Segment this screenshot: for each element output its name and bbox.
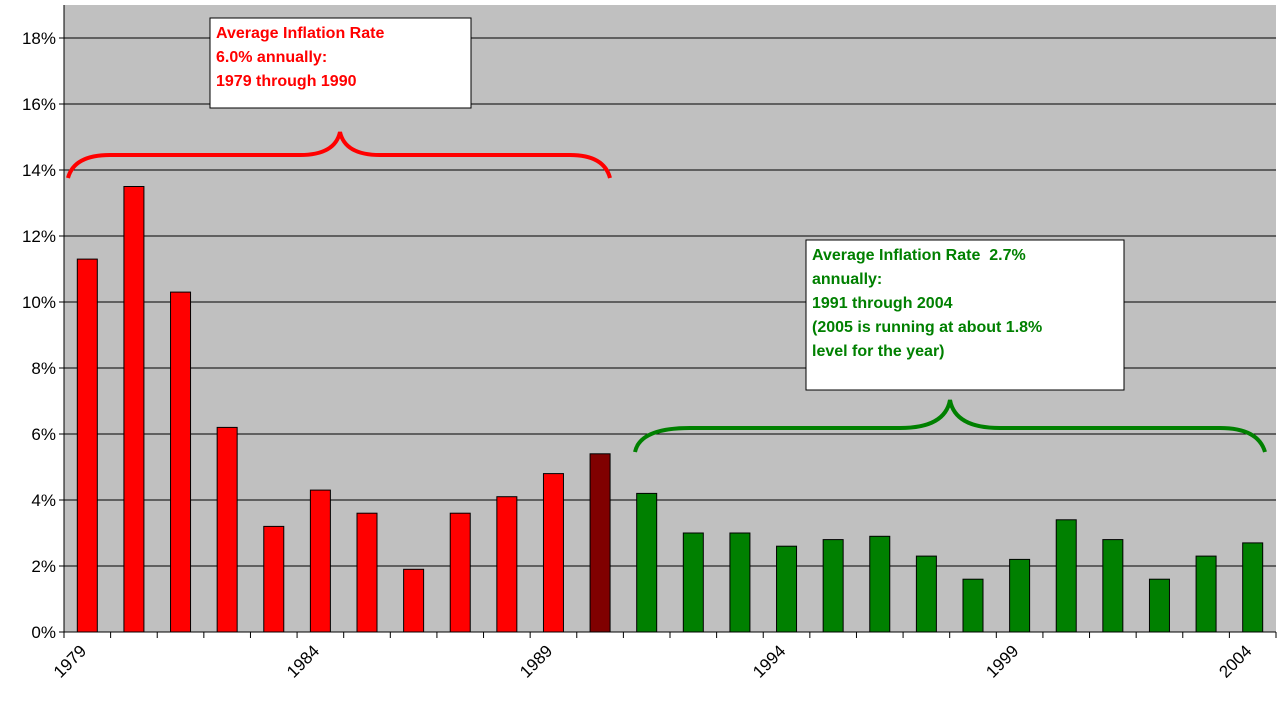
bar bbox=[403, 568, 425, 633]
annotation-text: annually: bbox=[812, 271, 882, 288]
x-tick-label: 1999 bbox=[982, 641, 1022, 681]
y-tick-label: 0% bbox=[31, 623, 56, 642]
annotation-text: 1979 through 1990 bbox=[216, 73, 357, 90]
bar bbox=[729, 532, 751, 633]
annotation-text: Average Inflation Rate bbox=[216, 25, 384, 42]
y-tick-label: 18% bbox=[22, 29, 56, 48]
bar bbox=[915, 555, 937, 633]
bar bbox=[589, 453, 611, 633]
y-tick-label: 4% bbox=[31, 491, 56, 510]
bar bbox=[869, 535, 891, 633]
y-tick-label: 16% bbox=[22, 95, 56, 114]
bar bbox=[123, 186, 145, 633]
bar bbox=[1055, 519, 1077, 633]
x-tick-label: 1984 bbox=[283, 641, 323, 681]
annotation-text: Average Inflation Rate 2.7% bbox=[812, 247, 1026, 264]
bar bbox=[263, 525, 285, 633]
y-tick-label: 12% bbox=[22, 227, 56, 246]
bar bbox=[76, 258, 98, 633]
bar bbox=[1102, 539, 1124, 633]
y-tick-label: 8% bbox=[31, 359, 56, 378]
brace bbox=[633, 399, 1267, 453]
x-tick-label: 1994 bbox=[749, 641, 789, 681]
y-tick-label: 6% bbox=[31, 425, 56, 444]
bar bbox=[962, 578, 984, 633]
bar bbox=[216, 426, 238, 633]
y-tick-label: 10% bbox=[22, 293, 56, 312]
annotation-box bbox=[209, 17, 472, 109]
x-tick-label: 2004 bbox=[1215, 641, 1255, 681]
y-tick-label: 2% bbox=[31, 557, 56, 576]
bar bbox=[1009, 558, 1031, 633]
bar bbox=[309, 489, 331, 633]
bar bbox=[449, 512, 471, 633]
annotation-text: 6.0% annually: bbox=[216, 49, 327, 66]
x-tick-label: 1989 bbox=[516, 641, 556, 681]
bar bbox=[636, 492, 658, 633]
annotation-text: level for the year) bbox=[812, 343, 945, 360]
annotation-text: 1991 through 2004 bbox=[812, 295, 953, 312]
bar bbox=[542, 473, 564, 633]
annotation-box bbox=[805, 239, 1125, 391]
bar bbox=[776, 545, 798, 633]
bar bbox=[1242, 542, 1264, 633]
bar bbox=[1148, 578, 1170, 633]
bar bbox=[356, 512, 378, 633]
annotation-text: (2005 is running at about 1.8% bbox=[812, 319, 1042, 336]
brace bbox=[66, 131, 612, 179]
bar bbox=[682, 532, 704, 633]
bar bbox=[496, 496, 518, 633]
y-tick-label: 14% bbox=[22, 161, 56, 180]
bar bbox=[1195, 555, 1217, 633]
bar bbox=[170, 291, 192, 633]
x-tick-label: 1979 bbox=[50, 641, 90, 681]
bar bbox=[822, 539, 844, 633]
